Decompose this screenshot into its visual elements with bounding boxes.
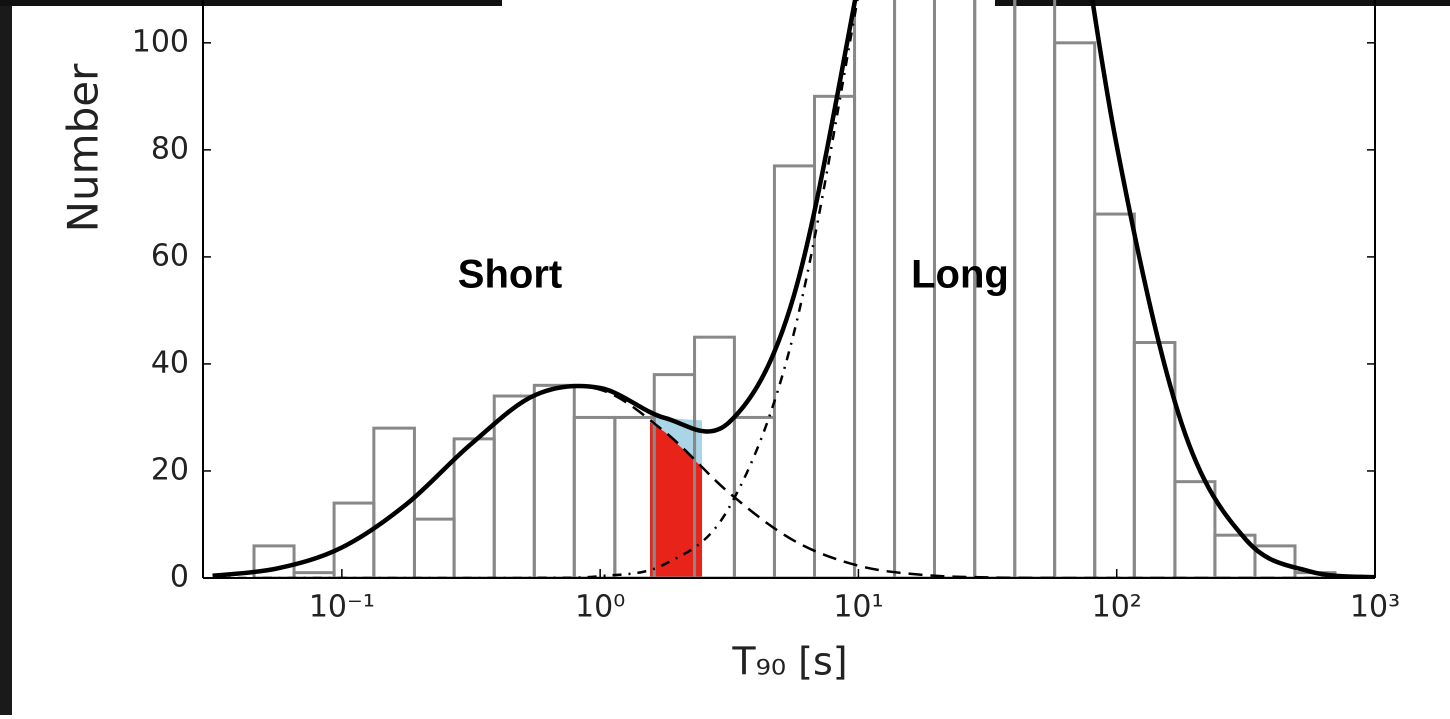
y-tick-label: 40 xyxy=(151,345,189,380)
x-tick-label: 10⁰ xyxy=(575,590,625,625)
shade-lower xyxy=(650,422,703,578)
plot-area xyxy=(212,0,1375,578)
y-axis-label: Number xyxy=(59,63,108,232)
histogram-bin xyxy=(412,517,456,578)
histogram-bin xyxy=(1173,480,1217,578)
histogram-bin xyxy=(1013,0,1057,578)
annotation: Long xyxy=(911,253,1009,297)
histogram-bin xyxy=(1132,341,1177,578)
histogram-bin xyxy=(613,415,656,578)
fit-curve xyxy=(212,0,1375,578)
y-tick-label: 60 xyxy=(151,238,189,273)
histogram-bin xyxy=(492,394,536,578)
histogram-bin xyxy=(1053,41,1097,578)
histogram-bin xyxy=(252,544,296,578)
annotation: Short xyxy=(458,253,562,297)
x-tick-label: 10² xyxy=(1092,590,1142,625)
screen-edge xyxy=(0,0,12,715)
histogram-bin xyxy=(732,415,776,578)
y-tick-label: 20 xyxy=(151,452,189,487)
x-tick-label: 10³ xyxy=(1350,590,1400,625)
histogram-bin xyxy=(1253,544,1297,578)
histogram-bin xyxy=(853,0,897,578)
y-tick-label: 0 xyxy=(170,560,189,595)
histogram-bin xyxy=(532,383,576,578)
y-tick-label: 100 xyxy=(132,24,189,59)
histogram-bin xyxy=(813,94,857,578)
x-tick-label: 10⁻¹ xyxy=(309,590,375,625)
histogram-bin xyxy=(452,437,496,578)
screen-edge xyxy=(0,0,502,6)
x-tick-label: 10¹ xyxy=(833,590,883,625)
histogram-bin xyxy=(772,164,817,578)
y-tick-label: 80 xyxy=(151,131,189,166)
histogram-bin xyxy=(572,415,617,578)
histogram-bin xyxy=(372,426,416,578)
x-axis-label: T₉₀ [s] xyxy=(731,640,847,684)
screen-edge xyxy=(995,0,1450,6)
histogram-bin xyxy=(1093,212,1136,578)
